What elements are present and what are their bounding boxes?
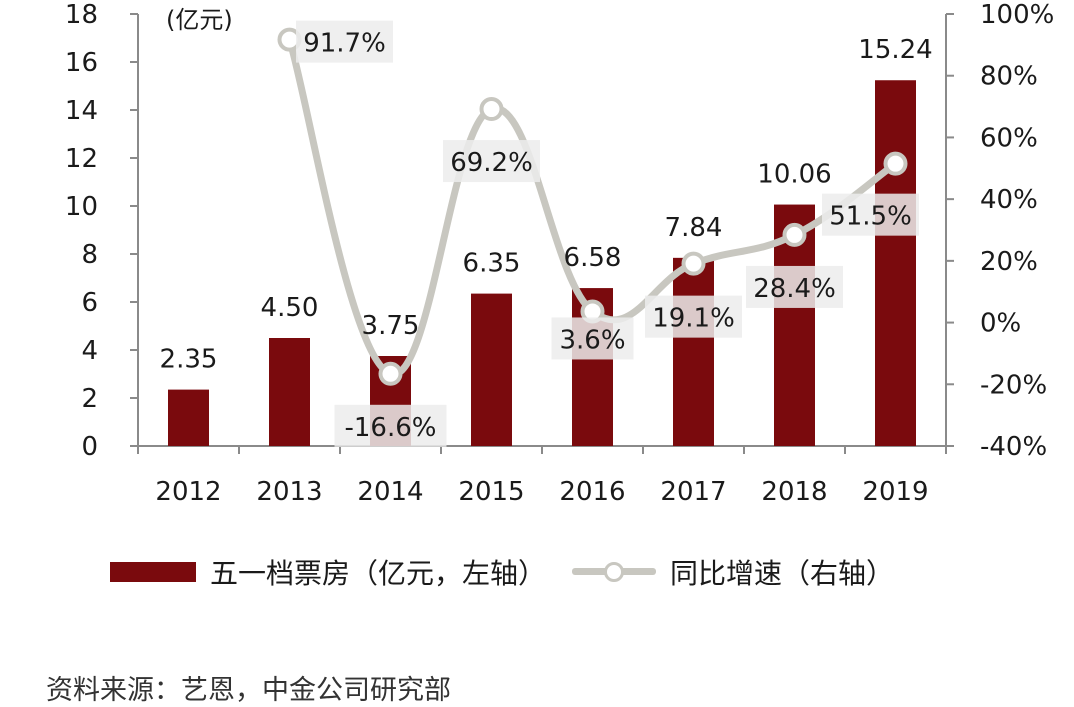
growth-line-point [378,361,403,386]
left-axis-tick-label: 6 [81,288,98,318]
left-axis-tick-label: 10 [65,192,98,222]
x-axis-tick-label: 2019 [862,477,928,507]
left-axis-tick-label: 0 [81,432,98,462]
x-axis-tick-label: 2018 [761,477,827,507]
growth-label-box [334,404,447,447]
growth-line-point [883,151,908,176]
growth-line-point [479,97,504,122]
legend-line-swatch [572,560,657,584]
legend-bar-swatch [110,562,196,582]
left-axis-tick-label: 2 [81,384,98,414]
growth-label-box [746,265,843,308]
growth-label-box [645,295,742,338]
left-axis-unit: (亿元) [166,6,233,34]
growth-line-point [681,251,706,276]
growth-value-label: 3.6% [559,325,625,355]
x-axis-tick-label: 2015 [458,477,524,507]
legend-bar-label: 五一档票房（亿元，左轴） [210,557,547,590]
growth-value-label: -16.6% [345,413,437,443]
growth-value-label: 28.4% [753,274,836,304]
growth-label-box [296,20,393,63]
bar-value-label: 6.58 [564,243,622,273]
growth-label-box [443,140,540,183]
growth-value-label: 69.2% [450,148,533,178]
left-axis-tick-label: 18 [65,0,98,30]
bar-value-label: 6.35 [463,249,521,279]
bar [168,389,209,446]
legend-line-label: 同比增速（右轴） [670,557,895,590]
bar-value-label: 15.24 [858,35,932,65]
growth-value-label: 51.5% [829,202,912,232]
bar-value-label: 10.06 [757,160,831,190]
bar [673,257,714,446]
bar-value-label: 2.35 [160,345,218,375]
right-axis-tick-label: -40% [980,432,1047,462]
x-axis-tick-label: 2017 [660,477,726,507]
x-axis-tick-label: 2016 [559,477,625,507]
right-axis-tick-label: 100% [980,0,1054,30]
right-axis-tick-label: 60% [980,123,1038,153]
growth-value-label: 19.1% [652,304,735,334]
left-axis-tick-label: 8 [81,240,98,270]
bar [269,338,310,446]
right-axis-tick-label: 0% [980,309,1021,339]
legend: 五一档票房（亿元，左轴） 同比增速（右轴） [110,552,894,592]
bars [168,80,916,447]
growth-value-label: 91.7% [303,29,386,59]
growth-label-box [822,193,919,236]
source-note: 资料来源：艺恩，中金公司研究部 [46,675,451,706]
growth-line-point [782,222,807,247]
left-axis-tick-label: 4 [81,336,98,366]
x-axis-tick-label: 2012 [155,477,221,507]
growth-label-box [551,317,634,360]
chart: 0 2 4 6 8 10 12 14 16 18 -40% -20% 0% 20% 40% 60% 80% 100… [65,0,1054,507]
x-axis-tick-label: 2014 [357,477,423,507]
bar-value-label: 4.50 [261,293,319,323]
right-axis-tick-label: 80% [980,62,1038,92]
left-axis-tick-label: 16 [65,48,98,78]
axes: 0 2 4 6 8 10 12 14 16 18 -40% -20% 0% 20% 40% 60% 80% 100… [65,0,1054,507]
right-axis-tick-label: 20% [980,247,1038,277]
bar-value-label: 3.75 [362,311,420,341]
growth-line-path [286,36,899,378]
right-axis-tick-label: -20% [980,370,1047,400]
right-axis-tick-label: 40% [980,185,1038,215]
left-axis-tick-label: 14 [65,96,98,126]
bar-value-label: 7.84 [665,213,723,243]
x-axis-tick-label: 2013 [256,477,322,507]
bar [471,293,512,446]
left-axis-tick-label: 12 [65,144,98,174]
bar [875,80,916,447]
data-labels: 2.35 4.50 3.75 6.35 6.58 7.84 10.06 15.24 91.7% -… [160,20,933,447]
